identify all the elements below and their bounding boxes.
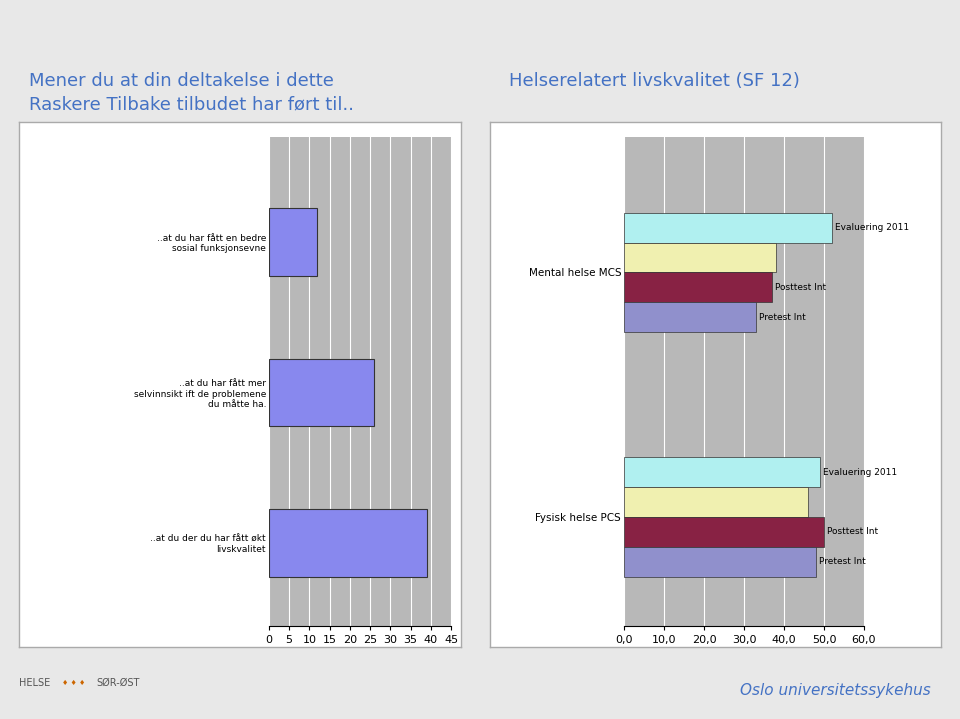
Bar — [624, 517, 824, 546]
Text: ♦ ♦ ♦: ♦ ♦ ♦ — [62, 680, 85, 686]
Bar — [624, 457, 820, 487]
Text: Evaluering 2011: Evaluering 2011 — [824, 467, 898, 477]
Bar — [269, 208, 318, 276]
Text: SØR-ØST: SØR-ØST — [96, 678, 139, 688]
Text: Evaluering 2011: Evaluering 2011 — [835, 223, 909, 232]
Text: Posttest Int: Posttest Int — [828, 527, 878, 536]
Text: Posttest Int: Posttest Int — [776, 283, 827, 292]
Bar — [624, 546, 816, 577]
Bar — [624, 487, 808, 517]
Text: Helserelatert livskvalitet (SF 12): Helserelatert livskvalitet (SF 12) — [509, 72, 800, 90]
Bar — [269, 359, 374, 426]
Bar — [624, 242, 776, 273]
Text: Oslo universitetssykehus: Oslo universitetssykehus — [740, 683, 931, 697]
Text: HELSE: HELSE — [19, 678, 51, 688]
Bar — [624, 273, 772, 302]
Bar — [269, 509, 427, 577]
Bar — [624, 302, 756, 332]
Text: Pretest Int: Pretest Int — [759, 313, 806, 321]
Text: Pretest Int: Pretest Int — [819, 557, 866, 566]
Text: Mener du at din deltakelse i dette
Raskere Tilbake tilbudet har ført til..: Mener du at din deltakelse i dette Raske… — [29, 72, 354, 114]
Bar — [624, 213, 832, 242]
